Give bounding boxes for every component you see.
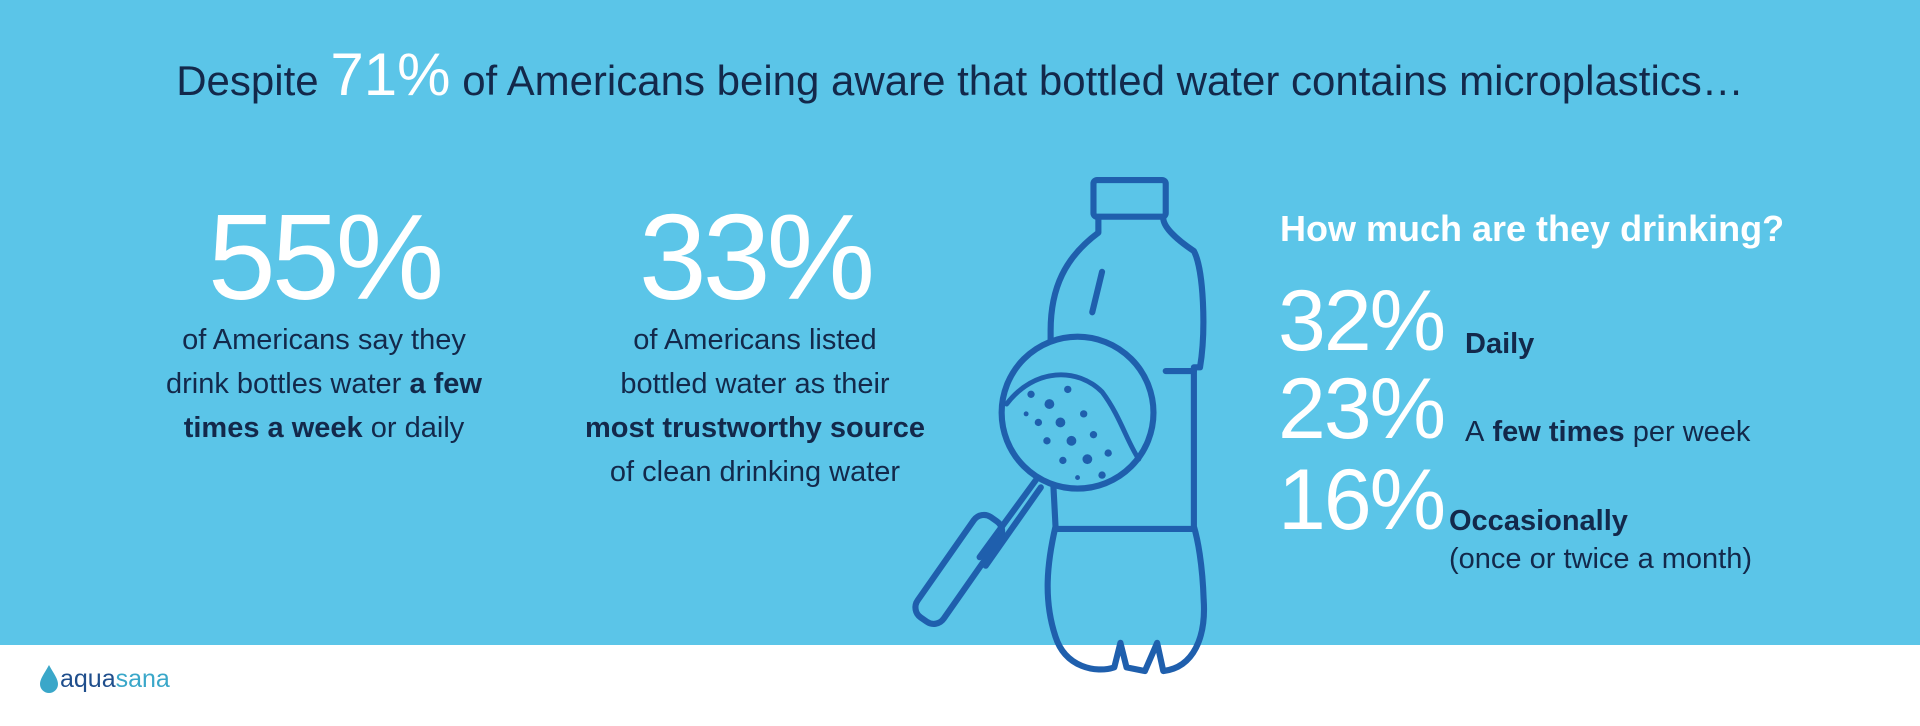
text-segment: per week (1632, 416, 1751, 448)
text-segment: of Americans say they (182, 324, 466, 356)
text-segment: most trustworthy source (585, 412, 925, 444)
logo-drop (40, 665, 58, 693)
title-text: of Americans being aware that bottled wa… (462, 57, 1744, 104)
text-segment: of clean drinking water (609, 456, 901, 488)
title: Despite 71% of Americans being aware tha… (0, 40, 1920, 109)
frequency-value: 32% (1278, 273, 1446, 369)
text-segment: A (1465, 416, 1485, 448)
text-segment: bottled water as their (620, 368, 890, 400)
frequency-label: Occasionally (once or twice a month) (1449, 502, 1752, 578)
panel-heading: How much are they drinking? (1280, 208, 1785, 249)
stat-value: 33% (638, 189, 875, 325)
stat-value: 55% (207, 189, 444, 325)
text-line: drink bottles water a few (64, 362, 584, 406)
text-segment: drink bottles water (166, 368, 402, 400)
text-segment: few times (1492, 416, 1625, 448)
text-line: Occasionally (1449, 502, 1752, 540)
frequency-value: 23% (1278, 361, 1446, 457)
stat-block: 55% of Americans say they drink bottles wa… (64, 196, 584, 450)
frequency-label: Daily (1465, 325, 1534, 363)
text-line: times a week or daily (64, 406, 584, 450)
text-line: Daily (1465, 325, 1534, 363)
text-line: most trustworthy source (495, 406, 1015, 450)
text-segment: Daily (1465, 328, 1535, 360)
logo-text: aqua (60, 664, 116, 693)
text-line: of Americans listed (495, 318, 1015, 362)
frequency-value: 16% (1278, 452, 1446, 548)
text-line: of clean drinking water (495, 450, 1015, 494)
logo: aqua sana (38, 664, 170, 694)
title-text: Despite (176, 57, 319, 104)
stat-block: 33% of Americans listed bottled water as t… (495, 196, 1015, 494)
text-segment: Occasionally (1449, 505, 1628, 537)
text-segment: (once or twice a month) (1449, 543, 1753, 575)
title-highlight: 71% (330, 41, 451, 108)
logo-text: sana (115, 664, 170, 693)
text-line: (once or twice a month) (1449, 540, 1752, 578)
text-segment: times a week (183, 412, 363, 444)
text-line: bottled water as their (495, 362, 1015, 406)
text-line: of Americans say they (64, 318, 584, 362)
text-segment: or daily (370, 412, 465, 444)
text-segment: of Americans listed (633, 324, 877, 356)
text-segment: a few (409, 368, 482, 400)
